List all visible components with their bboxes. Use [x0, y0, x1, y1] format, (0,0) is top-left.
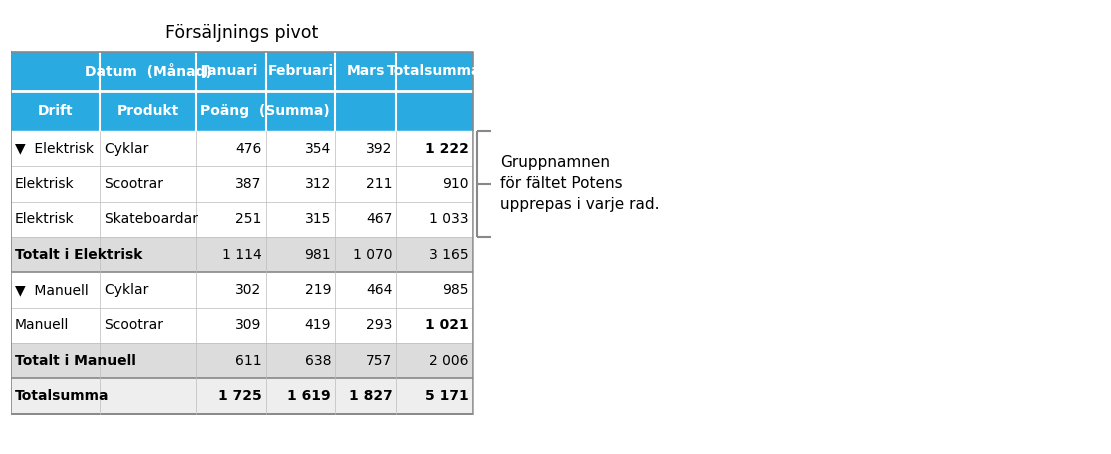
Text: Totalt i Manuell: Totalt i Manuell [16, 354, 136, 368]
Text: 1 070: 1 070 [353, 248, 392, 262]
Text: 464: 464 [367, 283, 392, 297]
Text: 1 725: 1 725 [218, 389, 262, 403]
Text: Totalt i Elektrisk: Totalt i Elektrisk [16, 248, 142, 262]
Text: Cyklar: Cyklar [104, 283, 149, 297]
Bar [11, 131, 472, 166]
Bar [11, 91, 472, 131]
Bar [11, 237, 472, 272]
Text: Totalsumma: Totalsumma [388, 64, 482, 79]
Bar [11, 379, 472, 414]
Text: Manuell: Manuell [16, 318, 70, 332]
Text: 1 021: 1 021 [424, 318, 469, 332]
Text: 757: 757 [367, 354, 392, 368]
Text: Totalsumma: Totalsumma [16, 389, 110, 403]
Text: 2 006: 2 006 [429, 354, 469, 368]
Text: 985: 985 [442, 283, 469, 297]
Bar [11, 202, 472, 237]
Text: Scootrar: Scootrar [104, 177, 163, 191]
Text: Mars: Mars [347, 64, 384, 79]
Text: Produkt: Produkt [117, 104, 179, 118]
Text: 251: 251 [236, 212, 262, 227]
Text: Datum  (Månad): Datum (Månad) [84, 64, 212, 79]
Text: 611: 611 [236, 354, 262, 368]
Text: Cyklar: Cyklar [104, 142, 149, 156]
Text: 467: 467 [367, 212, 392, 227]
Text: 1 619: 1 619 [288, 389, 331, 403]
Text: ▼  Elektrisk: ▼ Elektrisk [16, 142, 94, 156]
Text: Elektrisk: Elektrisk [16, 212, 74, 227]
Text: 392: 392 [367, 142, 392, 156]
Text: 419: 419 [304, 318, 331, 332]
Bar [11, 52, 472, 91]
Text: Skateboardar: Skateboardar [104, 212, 199, 227]
Text: 293: 293 [367, 318, 392, 332]
Bar [11, 308, 472, 343]
Text: 476: 476 [236, 142, 262, 156]
Text: Scootrar: Scootrar [104, 318, 163, 332]
Text: 3 165: 3 165 [429, 248, 469, 262]
Text: 638: 638 [304, 354, 331, 368]
Text: 387: 387 [236, 177, 262, 191]
Text: Elektrisk: Elektrisk [16, 177, 74, 191]
Text: Gruppnamnen
för fältet Potens
upprepas i varje rad.: Gruppnamnen för fältet Potens upprepas i… [500, 155, 660, 212]
Text: 1 827: 1 827 [349, 389, 392, 403]
Text: Poäng  (Summa): Poäng (Summa) [200, 104, 330, 118]
Text: Februari: Februari [268, 64, 333, 79]
Text: 1 222: 1 222 [424, 142, 469, 156]
Text: 354: 354 [304, 142, 331, 156]
Text: ▼  Manuell: ▼ Manuell [16, 283, 89, 297]
Bar [11, 166, 472, 202]
Text: 312: 312 [304, 177, 331, 191]
Text: 5 171: 5 171 [424, 389, 469, 403]
Bar [11, 343, 472, 379]
Text: Försäljnings pivot: Försäljnings pivot [166, 24, 319, 42]
Text: 981: 981 [304, 248, 331, 262]
Text: 1 033: 1 033 [429, 212, 469, 227]
Text: 219: 219 [304, 283, 331, 297]
Bar [11, 272, 472, 308]
Text: 315: 315 [304, 212, 331, 227]
Text: 910: 910 [442, 177, 469, 191]
Text: 211: 211 [366, 177, 392, 191]
Text: 302: 302 [236, 283, 262, 297]
Text: 1 114: 1 114 [222, 248, 262, 262]
Text: Drift: Drift [38, 104, 73, 118]
Text: 309: 309 [236, 318, 262, 332]
Text: Januari: Januari [203, 64, 259, 79]
